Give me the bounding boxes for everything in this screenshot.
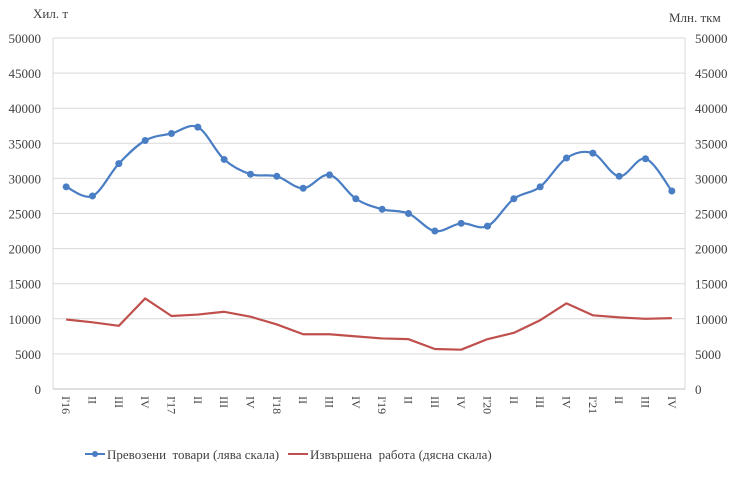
y-tick-left: 30000 [9, 171, 42, 186]
x-tick-label: III [639, 396, 653, 408]
data-point [484, 222, 491, 230]
y-tick-right: 20000 [695, 242, 728, 257]
y-tick-left: 5000 [15, 347, 41, 362]
data-point [115, 160, 123, 168]
x-tick-label: IV [454, 396, 468, 409]
data-point [352, 195, 360, 203]
data-point [510, 195, 518, 203]
x-tick-label: III [533, 396, 547, 408]
data-point [194, 123, 202, 131]
y-tick-right: 25000 [695, 207, 728, 222]
x-tick-label: III [217, 396, 231, 408]
y-tick-right: 40000 [695, 101, 728, 116]
legend-label-goods: Превозени товари (лява скала) [107, 447, 279, 462]
y-tick-right: 10000 [695, 312, 728, 327]
y-tick-right: 50000 [695, 31, 728, 46]
legend: Превозени товари (лява скала) Извършена … [85, 447, 492, 462]
y-tick-right: 5000 [695, 347, 721, 362]
data-point [141, 136, 149, 144]
x-tick-label: III [428, 396, 442, 408]
data-point [431, 227, 439, 235]
x-tick-label: IV [244, 396, 258, 409]
y-tick-right: 15000 [695, 277, 728, 292]
data-point [220, 155, 228, 163]
y-tick-right: 30000 [695, 171, 728, 186]
y-tick-left: 15000 [9, 277, 42, 292]
legend-label-work: Извършена работа (дясна скала) [310, 447, 492, 462]
data-point [589, 149, 597, 157]
x-tick-label: I'21 [586, 396, 600, 414]
data-point [642, 155, 649, 163]
data-point [563, 154, 570, 162]
legend-marker-blue [92, 451, 98, 457]
data-point [405, 210, 412, 217]
y-tick-right: 35000 [695, 136, 728, 151]
x-tick-label: I'16 [59, 396, 73, 414]
y-tick-left: 20000 [9, 242, 42, 257]
data-point [536, 183, 544, 191]
y-tick-left: 50000 [9, 31, 42, 46]
x-tick-label: I'19 [375, 396, 389, 414]
y-tick-left: 45000 [9, 66, 42, 81]
x-tick-label: III [323, 396, 337, 408]
y-tick-left: 10000 [9, 312, 42, 327]
data-point [457, 219, 465, 227]
x-tick-label: II [296, 396, 310, 404]
data-point [89, 192, 96, 200]
x-tick-label: III [112, 396, 126, 408]
x-tick-label: I'18 [270, 396, 284, 414]
x-tick-label: IV [560, 396, 574, 409]
x-tick-label: I'17 [165, 396, 179, 414]
x-tick-label: I'20 [481, 396, 495, 414]
x-tick-label: II [86, 396, 100, 404]
x-tick-label: II [402, 396, 416, 404]
data-point [62, 183, 70, 191]
y-tick-right: 0 [695, 382, 702, 397]
x-tick-label: IV [665, 396, 679, 409]
y-tick-left: 0 [35, 382, 42, 397]
left-axis-label: Хил. т [33, 6, 68, 21]
x-tick-label: IV [349, 396, 363, 409]
y-tick-left: 35000 [9, 136, 42, 151]
x-tick-label: II [612, 396, 626, 404]
x-tick-label: II [191, 396, 205, 404]
data-point [247, 170, 254, 178]
y-tick-left: 40000 [9, 101, 42, 116]
x-tick-label: II [507, 396, 521, 404]
data-point [668, 187, 676, 195]
y-tick-left: 25000 [9, 207, 42, 222]
data-point [273, 172, 281, 180]
data-point [378, 205, 386, 213]
right-axis-label: Млн. ткм [669, 10, 721, 25]
y-tick-right: 45000 [695, 66, 728, 81]
data-point [615, 172, 623, 180]
data-point [299, 184, 307, 192]
data-point [168, 129, 175, 137]
series-line-2 [66, 297, 672, 351]
x-tick-label: IV [138, 396, 152, 409]
data-point [326, 171, 333, 179]
